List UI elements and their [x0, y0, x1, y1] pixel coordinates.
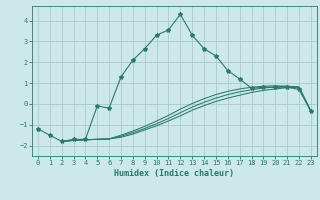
X-axis label: Humidex (Indice chaleur): Humidex (Indice chaleur)	[115, 169, 234, 178]
